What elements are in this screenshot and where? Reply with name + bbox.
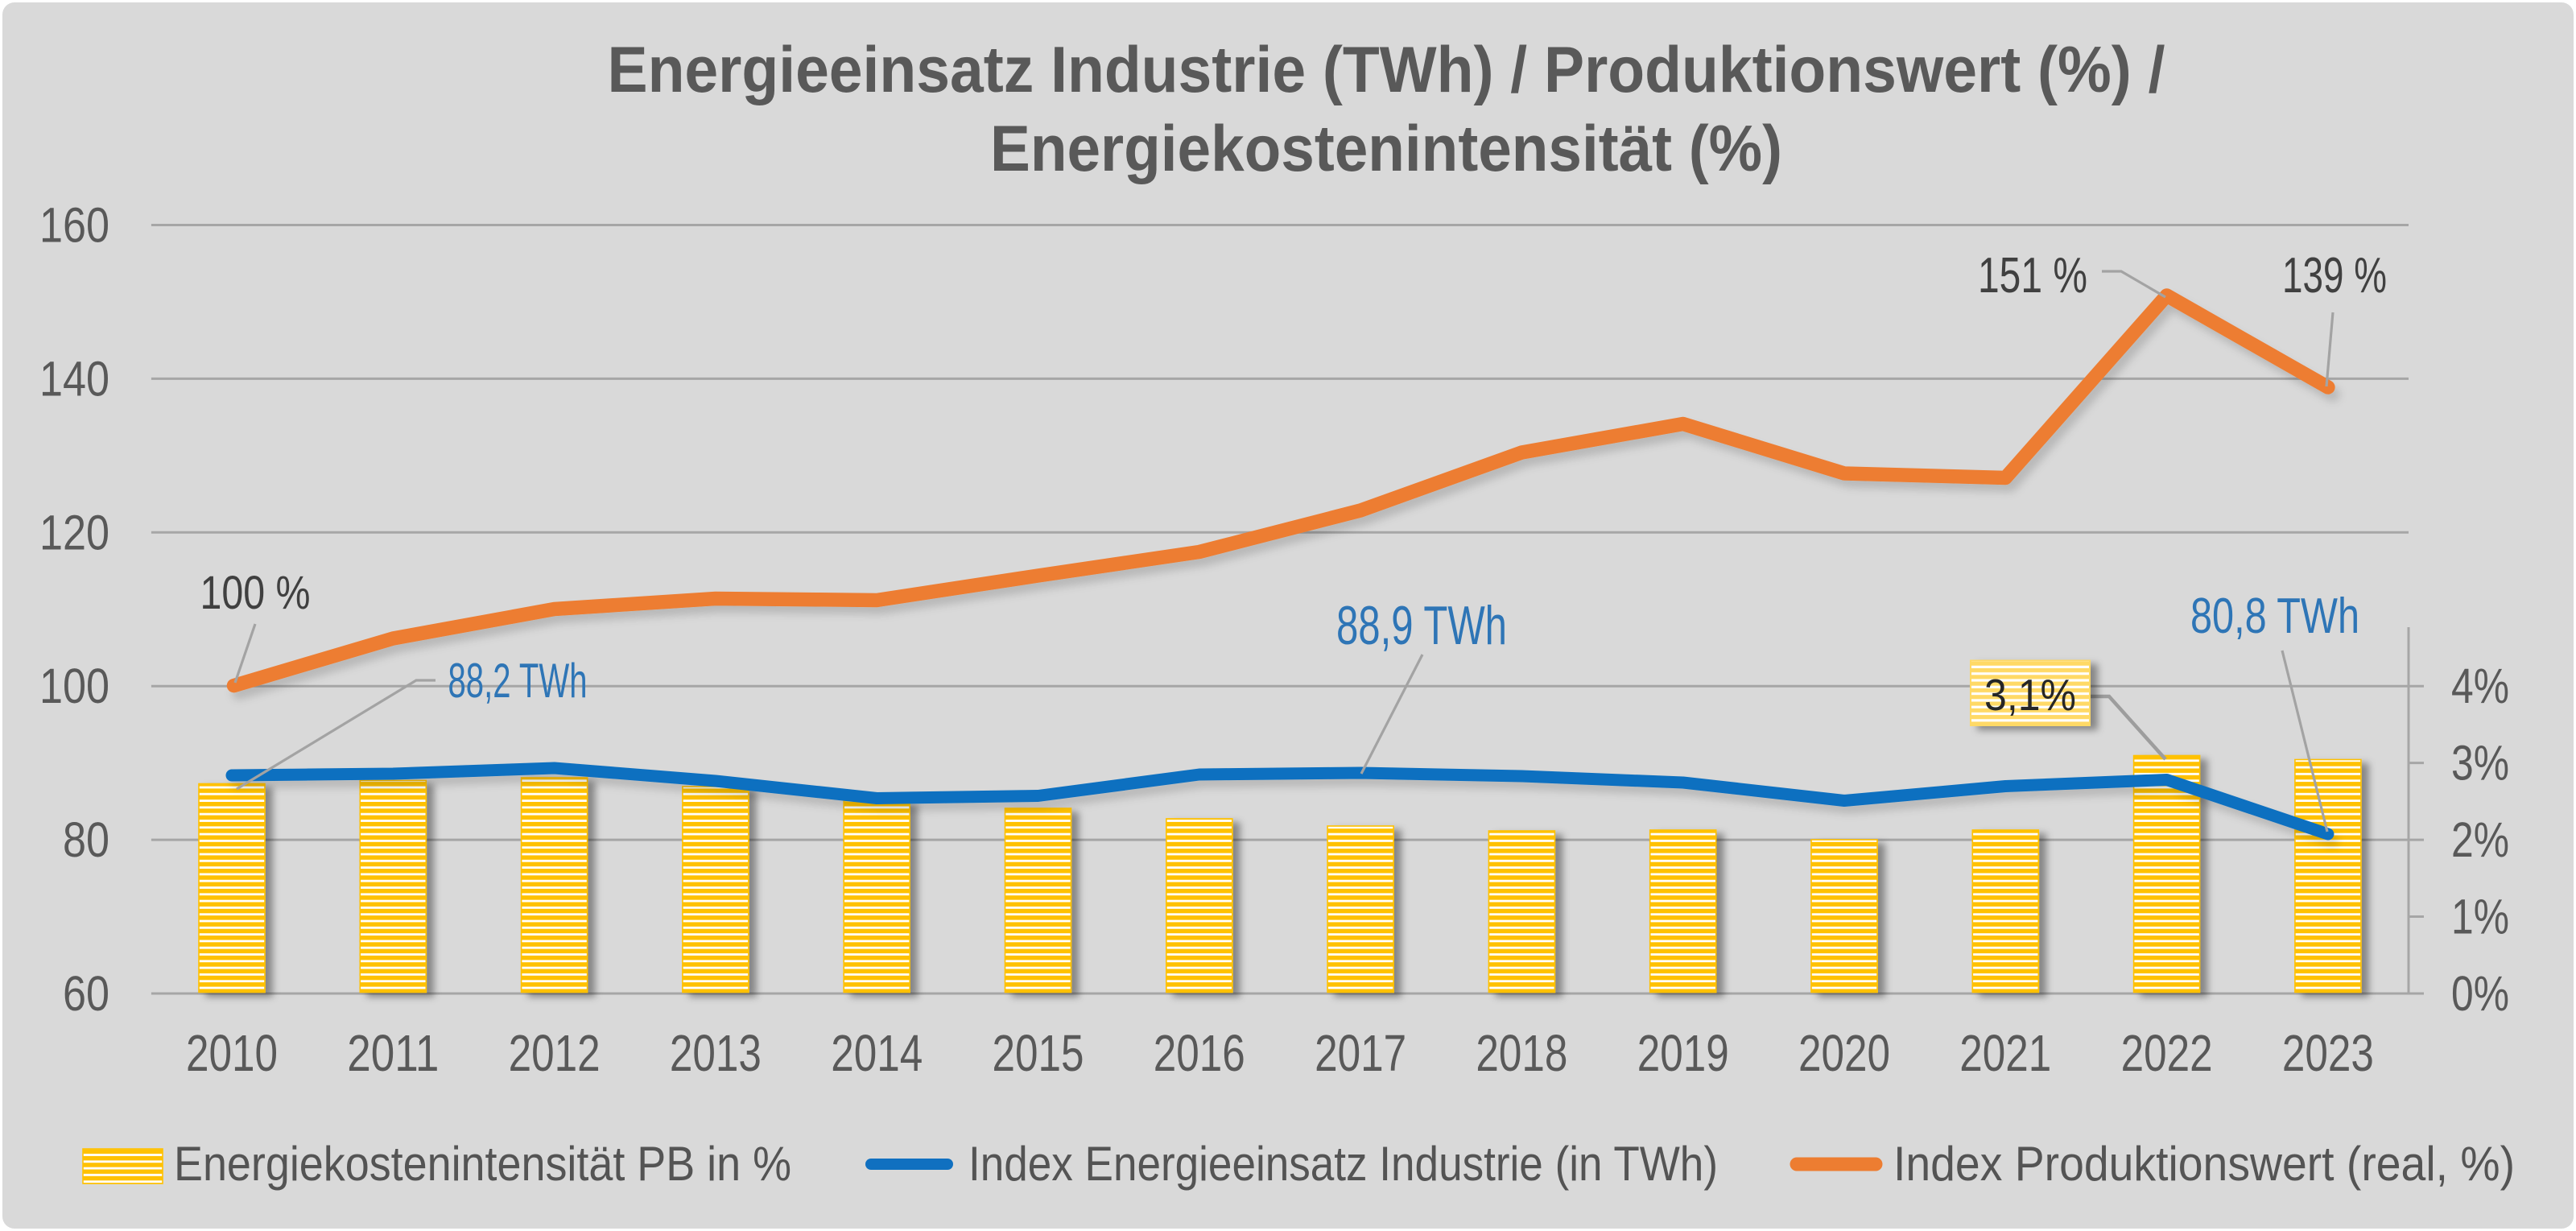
svg-text:2014: 2014 bbox=[831, 1024, 923, 1082]
svg-text:Index Produktionswert (real, %: Index Produktionswert (real, %) bbox=[1893, 1137, 2515, 1191]
svg-text:2010: 2010 bbox=[186, 1024, 278, 1082]
svg-text:60: 60 bbox=[63, 966, 109, 1021]
svg-text:2021: 2021 bbox=[1959, 1024, 2051, 1082]
svg-text:80: 80 bbox=[63, 812, 109, 867]
svg-text:2016: 2016 bbox=[1154, 1024, 1245, 1082]
svg-text:2012: 2012 bbox=[509, 1024, 601, 1082]
svg-text:88,2 TWh: 88,2 TWh bbox=[448, 654, 588, 708]
svg-text:2020: 2020 bbox=[1798, 1024, 1890, 1082]
svg-text:2011: 2011 bbox=[347, 1024, 439, 1082]
svg-text:80,8 TWh: 80,8 TWh bbox=[2190, 589, 2359, 644]
svg-text:100 %: 100 % bbox=[200, 567, 311, 619]
svg-text:Energieeinsatz Industrie (TWh): Energieeinsatz Industrie (TWh) / Produkt… bbox=[608, 34, 2165, 106]
svg-text:2017: 2017 bbox=[1315, 1024, 1406, 1082]
svg-text:2022: 2022 bbox=[2121, 1024, 2213, 1082]
svg-text:88,9 TWh: 88,9 TWh bbox=[1336, 595, 1507, 656]
svg-text:120: 120 bbox=[39, 505, 109, 560]
svg-text:151 %: 151 % bbox=[1978, 248, 2087, 304]
svg-text:1%: 1% bbox=[2451, 890, 2509, 944]
svg-text:2013: 2013 bbox=[670, 1024, 762, 1082]
svg-text:Energiekostenintensität (%): Energiekostenintensität (%) bbox=[990, 113, 1782, 185]
svg-text:160: 160 bbox=[39, 198, 109, 253]
svg-text:2%: 2% bbox=[2451, 812, 2509, 867]
svg-text:2019: 2019 bbox=[1637, 1024, 1729, 1082]
svg-text:2018: 2018 bbox=[1476, 1024, 1567, 1082]
svg-text:140: 140 bbox=[39, 351, 109, 406]
svg-text:2015: 2015 bbox=[993, 1024, 1084, 1082]
svg-text:0%: 0% bbox=[2451, 966, 2509, 1021]
svg-text:2023: 2023 bbox=[2282, 1024, 2374, 1082]
svg-text:139 %: 139 % bbox=[2282, 248, 2387, 304]
svg-text:Energiekostenintensität PB in: Energiekostenintensität PB in % bbox=[174, 1137, 791, 1191]
svg-text:Index Energieeinsatz Industrie: Index Energieeinsatz Industrie (in TWh) bbox=[968, 1137, 1718, 1191]
svg-text:4%: 4% bbox=[2451, 659, 2509, 713]
svg-text:3%: 3% bbox=[2451, 736, 2509, 791]
svg-text:3,1%: 3,1% bbox=[1984, 670, 2076, 720]
svg-text:100: 100 bbox=[39, 659, 109, 713]
